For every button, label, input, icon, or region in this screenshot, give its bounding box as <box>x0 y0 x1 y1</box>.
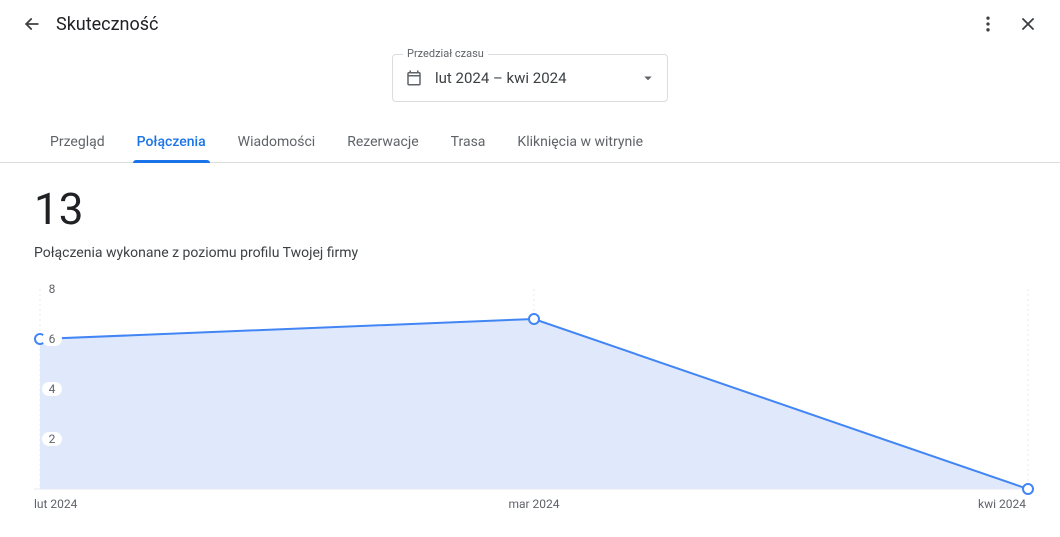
y-tick: 4 <box>42 382 62 396</box>
y-tick: 8 <box>42 282 62 296</box>
tab-wiadomości[interactable]: Wiadomości <box>222 122 332 162</box>
tab-rezerwacje[interactable]: Rezerwacje <box>331 122 434 162</box>
date-range-row: Przedział czasu lut 2024 – kwi 2024 <box>0 54 1060 102</box>
y-tick: 2 <box>42 432 62 446</box>
tab-trasa[interactable]: Trasa <box>435 122 502 162</box>
calls-chart: 2468 lut 2024mar 2024kwi 2024 <box>34 289 1026 503</box>
tabs: PrzeglądPołączeniaWiadomościRezerwacjeTr… <box>0 122 1060 163</box>
metric-total: 13 <box>34 187 1026 231</box>
metric-description: Połączenia wykonane z poziomu profilu Tw… <box>34 245 1026 261</box>
date-range-legend: Przedział czasu <box>403 47 488 60</box>
page-title: Skuteczność <box>56 14 158 35</box>
back-button[interactable] <box>12 4 52 44</box>
more-options-button[interactable] <box>968 4 1008 44</box>
tab-kliknięcia-w-witrynie[interactable]: Kliknięcia w witrynie <box>501 122 659 162</box>
dialog-header: Skuteczność <box>0 0 1060 48</box>
close-icon <box>1018 14 1038 34</box>
tab-połączenia[interactable]: Połączenia <box>121 122 222 162</box>
close-button[interactable] <box>1008 4 1048 44</box>
date-range-picker[interactable]: Przedział czasu lut 2024 – kwi 2024 <box>392 54 668 102</box>
calendar-icon <box>405 69 423 87</box>
tab-przegląd[interactable]: Przegląd <box>34 122 121 162</box>
y-tick: 6 <box>42 332 62 346</box>
date-range-value: lut 2024 – kwi 2024 <box>435 69 639 87</box>
x-tick-label: kwi 2024 <box>978 497 1026 511</box>
x-tick-label: mar 2024 <box>508 497 559 511</box>
dropdown-icon <box>639 69 657 87</box>
more-vert-icon <box>978 14 998 34</box>
x-tick-label: lut 2024 <box>34 497 77 511</box>
tab-content: 13 Połączenia wykonane z poziomu profilu… <box>0 163 1060 503</box>
arrow-back-icon <box>22 14 42 34</box>
line-chart-svg <box>34 289 1034 499</box>
